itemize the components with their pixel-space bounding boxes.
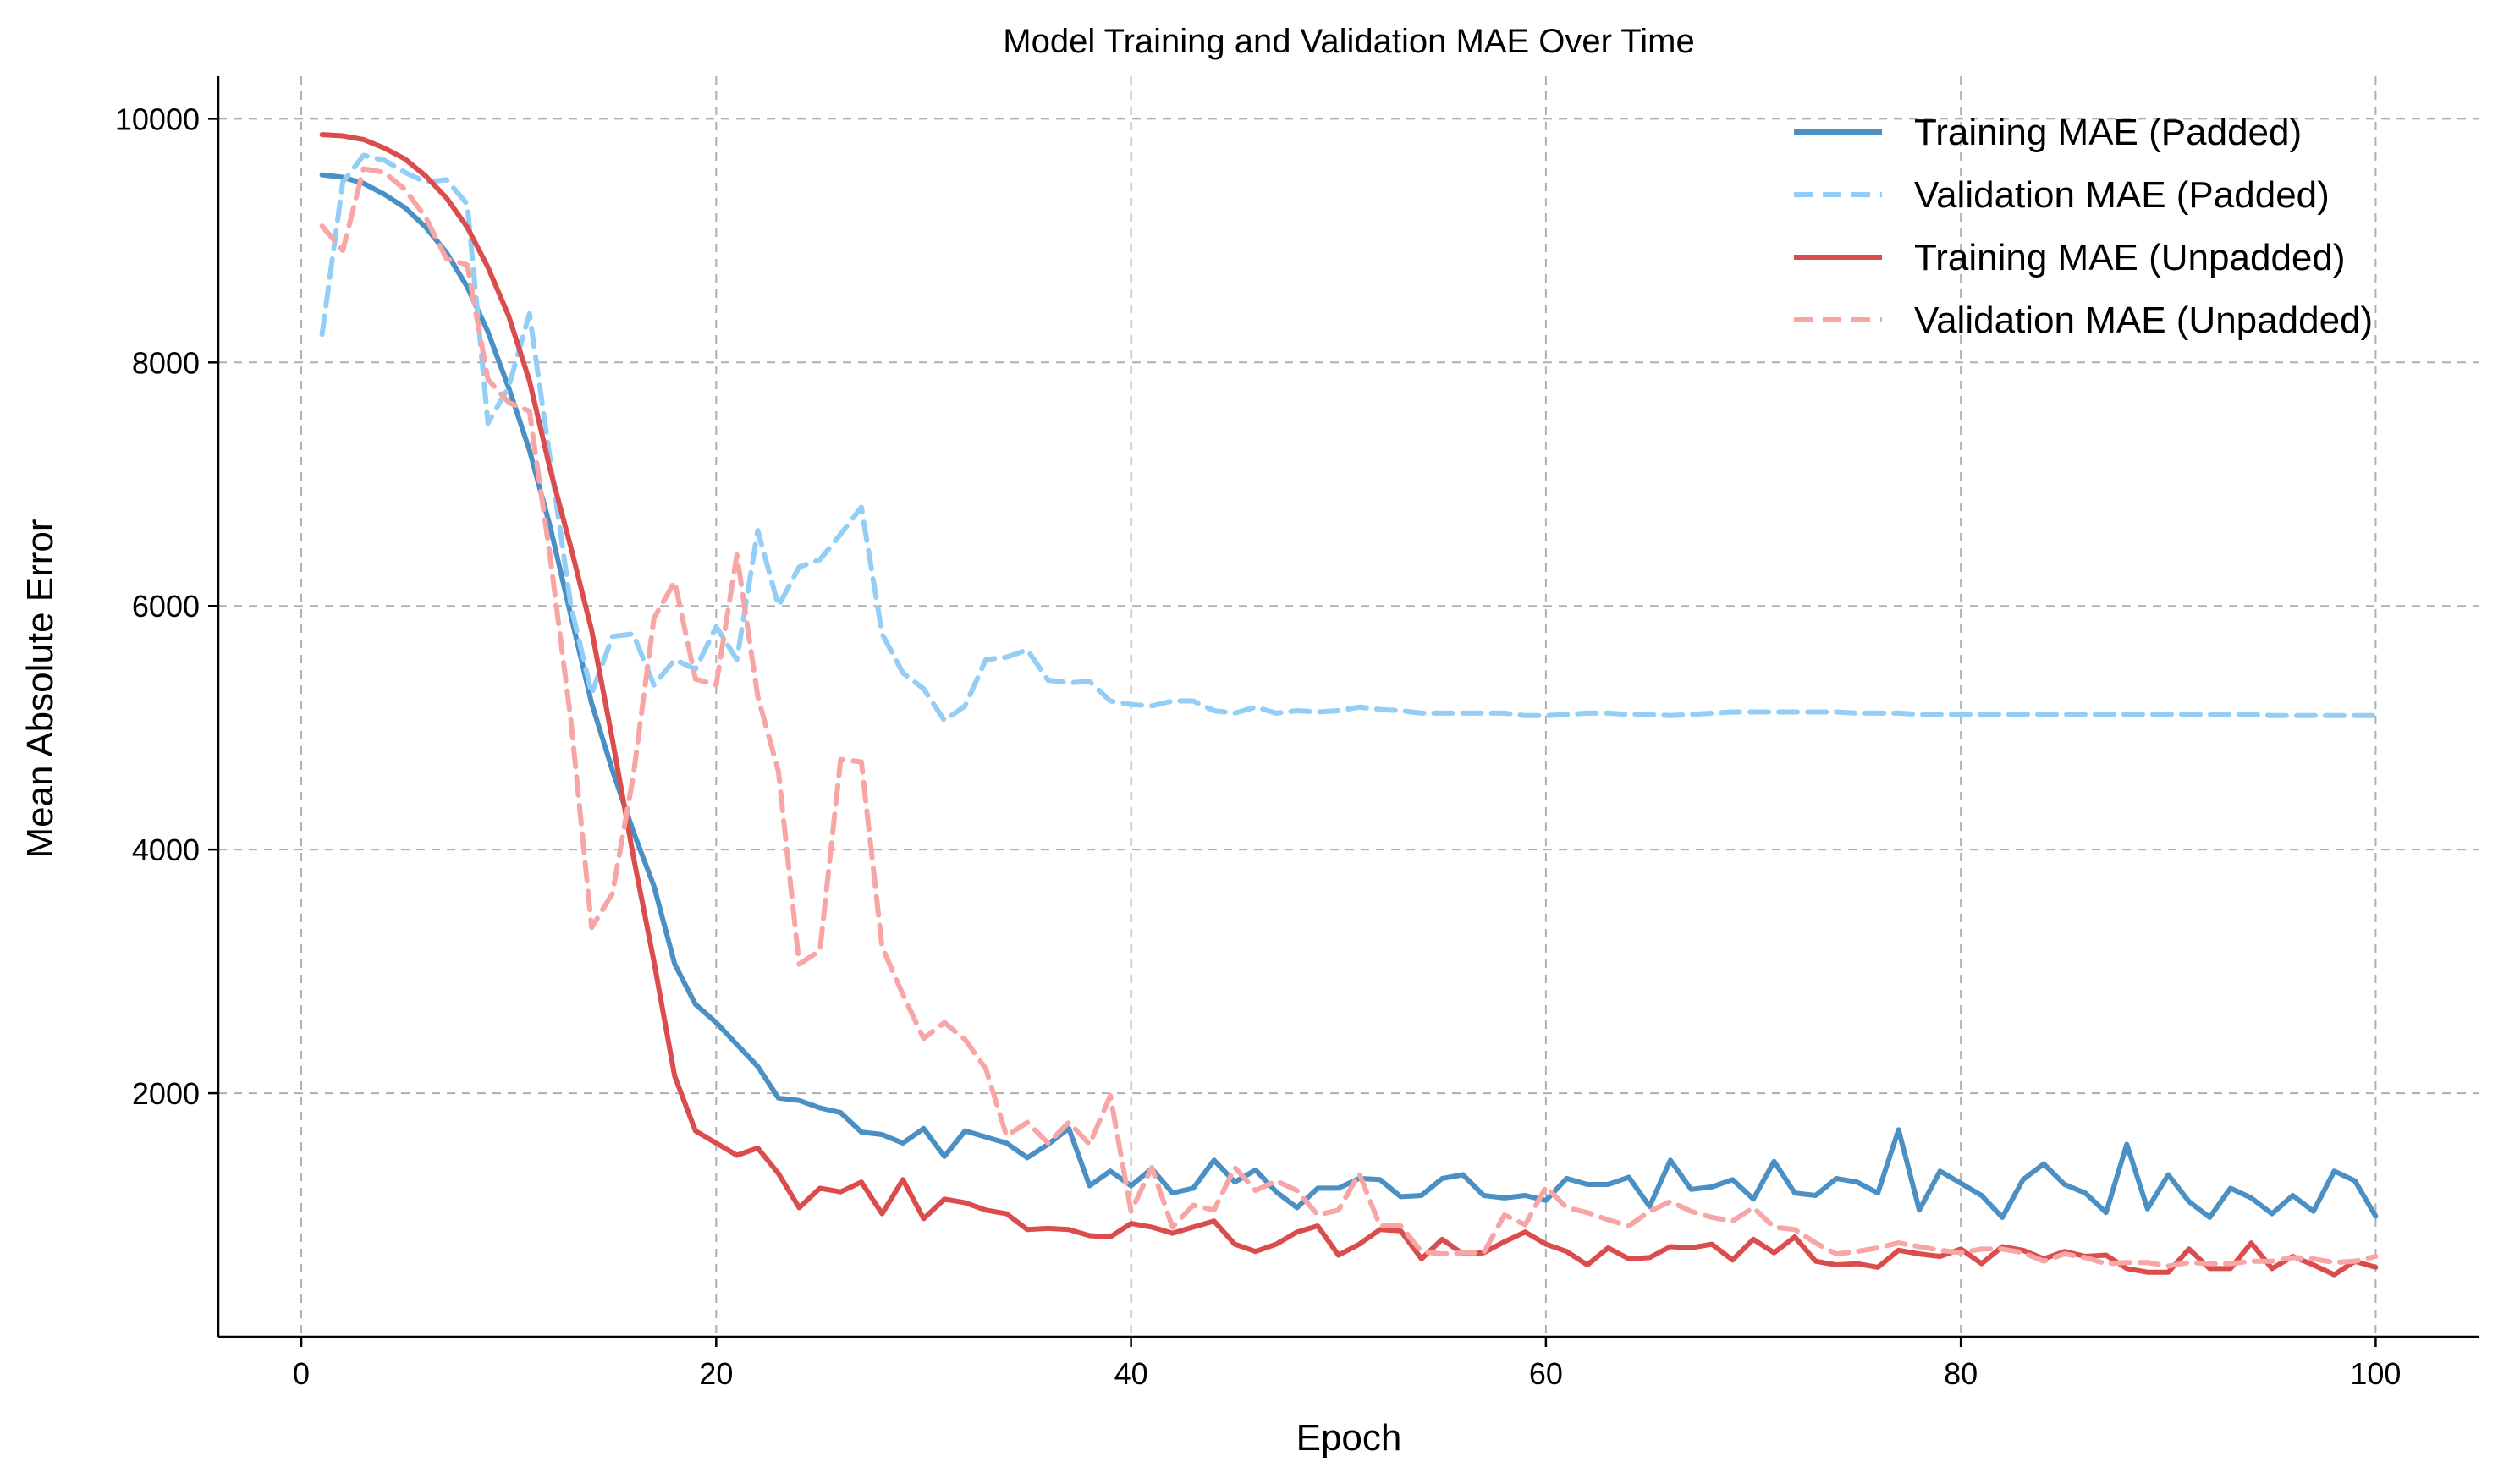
series-line-1 xyxy=(319,172,2379,1220)
axes xyxy=(217,76,2479,1338)
series-layer xyxy=(319,132,2379,1278)
x-tick-label: 20 xyxy=(699,1356,733,1391)
x-tick-label: 0 xyxy=(293,1356,310,1391)
legend-label: Training MAE (Padded) xyxy=(1914,112,2302,153)
series-line-2 xyxy=(319,152,2379,723)
y-tick-label: 10000 xyxy=(115,102,200,136)
x-tick-label: 40 xyxy=(1114,1356,1148,1391)
chart-title: Model Training and Validation MAE Over T… xyxy=(1003,23,1694,60)
legend-label: Validation MAE (Unpadded) xyxy=(1914,300,2373,341)
x-tick-label: 100 xyxy=(2350,1356,2401,1391)
x-tick-label: 80 xyxy=(1944,1356,1978,1391)
legend: Training MAE (Padded) Validation MAE (Pad… xyxy=(1794,112,2373,341)
y-axis-ticks: 2000 4000 6000 8000 10000 xyxy=(115,102,218,1111)
y-axis-label: Mean Absolute Error xyxy=(19,519,61,858)
y-tick-label: 8000 xyxy=(132,345,200,380)
x-axis-label: Epoch xyxy=(1296,1417,1402,1459)
y-tick-label: 4000 xyxy=(132,833,200,867)
series-line-4 xyxy=(319,166,2379,1269)
x-axis-ticks: 0 20 40 60 80 100 xyxy=(293,1337,2401,1391)
legend-label: Training MAE (Unpadded) xyxy=(1914,237,2346,278)
y-tick-label: 2000 xyxy=(132,1076,200,1111)
y-tick-label: 6000 xyxy=(132,589,200,624)
x-tick-label: 60 xyxy=(1529,1356,1563,1391)
legend-label: Validation MAE (Padded) xyxy=(1914,174,2330,216)
